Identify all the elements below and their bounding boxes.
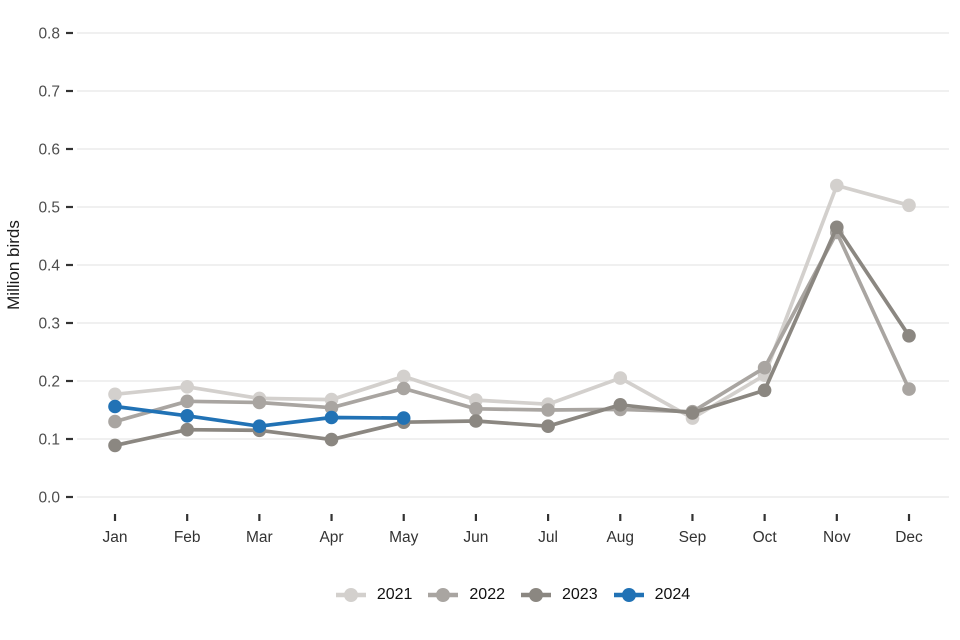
x-tick-label: Aug: [606, 529, 634, 546]
data-point-2023-Sep: [685, 406, 700, 420]
data-point-2022-Mar: [252, 395, 267, 410]
legend-key-dot: [343, 588, 358, 602]
series-line-2023: [113, 225, 911, 448]
data-point-2022-Apr: [324, 400, 339, 415]
x-tick-label: Jun: [463, 529, 488, 546]
data-point-2022-Dec: [902, 382, 916, 396]
data-point-2024-Feb: [180, 409, 194, 423]
data-point-2024-May: [396, 411, 411, 425]
data-point-2021-Feb: [180, 380, 194, 394]
data-point-2023-Aug: [613, 398, 628, 412]
chart-legend: 2021 2022 2023 2024: [0, 586, 960, 604]
data-point-2023-Dec: [902, 329, 916, 343]
legend-item-2022: 2022: [428, 586, 505, 604]
x-tick-label: Jan: [103, 529, 128, 546]
data-point-2021-Jan: [108, 387, 122, 402]
data-point-2021-Nov: [830, 178, 844, 193]
legend-key-dot: [621, 588, 636, 602]
data-point-2023-Apr: [324, 432, 339, 447]
data-point-2024-Jan: [108, 399, 122, 414]
x-axis-ticks: Jan Feb Mar Apr May Jun Jul Aug Sep Oct Nov Dec: [103, 514, 923, 546]
plot-canvas: 0.0 0.1 0.2 0.3 0.4 0.5 0.6 0.7 0.8 Jan Feb Mar Apr…: [4, 26, 949, 546]
x-tick-label: Oct: [753, 529, 778, 546]
data-point-2023-Oct: [757, 383, 772, 398]
y-tick-label: 0.2: [38, 374, 60, 391]
x-tick-label: Mar: [246, 529, 273, 546]
data-point-2024-Apr: [324, 410, 339, 425]
x-tick-label: Nov: [823, 529, 851, 546]
legend-key-dot: [529, 588, 543, 602]
x-tick-label: Feb: [174, 529, 201, 546]
legend-key-icon: [521, 588, 551, 602]
x-tick-label: Sep: [679, 529, 707, 546]
series-line-2021: [113, 183, 911, 420]
series-line-2022: [113, 230, 911, 424]
legend-label: 2023: [562, 586, 598, 603]
legend-item-2021: 2021: [335, 586, 413, 604]
data-point-2023-Jan: [108, 438, 122, 453]
data-point-2021-May: [396, 369, 411, 384]
data-point-2021-Aug: [613, 371, 628, 385]
y-tick-label: 0.5: [38, 200, 60, 217]
gridlines-group: [77, 32, 949, 498]
data-point-2023-Jun: [469, 414, 483, 428]
y-tick-label: 0.4: [38, 258, 60, 275]
legend-key-icon: [428, 588, 459, 602]
y-tick-label: 0.6: [38, 142, 60, 159]
data-point-2022-May: [396, 381, 411, 396]
data-point-2021-Dec: [902, 198, 916, 213]
legend-item-2024: 2024: [613, 586, 691, 604]
legend-key-dot: [436, 588, 451, 602]
x-tick-label: Apr: [319, 529, 343, 546]
data-point-2022-Feb: [180, 394, 194, 409]
y-axis-title: Million birds: [4, 220, 23, 310]
legend-label: 2022: [469, 586, 505, 603]
x-tick-label: Dec: [895, 529, 923, 546]
x-tick-label: May: [389, 529, 419, 546]
y-tick-label: 0.7: [38, 84, 60, 101]
data-point-2024-Mar: [252, 419, 267, 434]
series-group: [108, 178, 916, 453]
data-point-2022-Oct: [757, 360, 772, 375]
legend-label: 2021: [376, 586, 413, 603]
data-point-2022-Jan: [108, 414, 122, 429]
x-tick-label: Jul: [538, 529, 558, 546]
y-tick-label: 0.0: [38, 490, 60, 507]
legend-label: 2024: [654, 586, 691, 603]
legend-item-2023: 2023: [521, 586, 598, 604]
data-point-2023-Jul: [541, 419, 555, 434]
data-point-2023-Nov: [830, 220, 844, 235]
y-axis-ticks: 0.0 0.1 0.2 0.3 0.4 0.5 0.6 0.7 0.8: [38, 26, 73, 507]
data-point-2022-Jun: [469, 402, 483, 416]
data-point-2023-Feb: [180, 422, 194, 437]
y-tick-label: 0.1: [38, 432, 60, 449]
legend-key-icon: [335, 588, 366, 602]
y-tick-label: 0.8: [38, 26, 60, 43]
y-tick-label: 0.3: [38, 316, 60, 333]
data-point-2022-Jul: [541, 403, 555, 417]
legend-key-icon: [613, 588, 644, 602]
